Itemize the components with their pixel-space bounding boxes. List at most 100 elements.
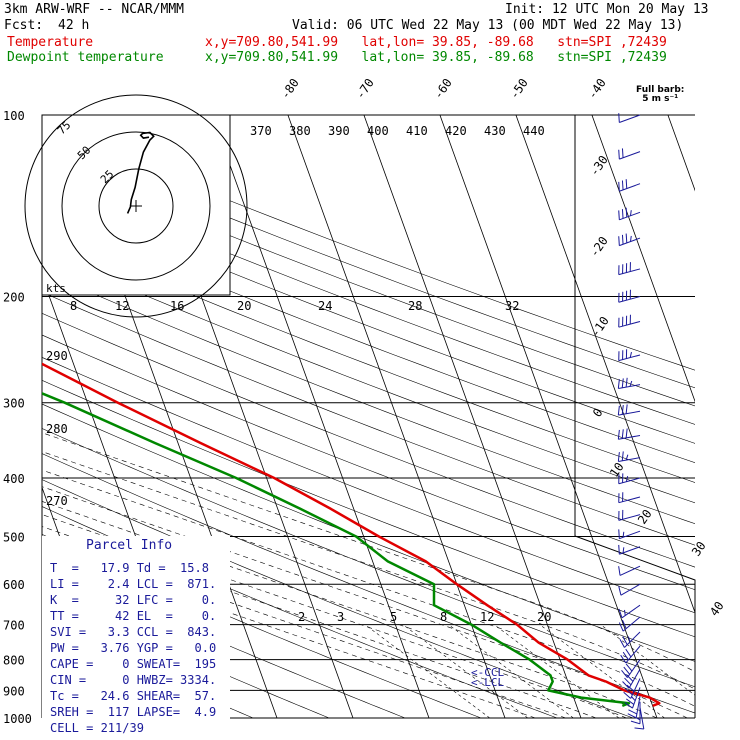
parcel-row: CELL = 211/39 (50, 721, 144, 735)
wind-barb-flag (626, 674, 634, 682)
parcel-row: SREH = 117 LAPSE= 4.9 (50, 705, 217, 719)
wind-barb-flag (622, 681, 630, 689)
pressure-tick-label: 400 (3, 472, 25, 486)
wind-barb-flag (631, 696, 636, 702)
parcel-info-title: Parcel Info (86, 538, 173, 553)
dry-adiabat-tick-label: 420 (445, 124, 467, 138)
pressure-tick-label: 600 (3, 578, 25, 592)
wind-barb (618, 262, 641, 276)
wind-barb (618, 314, 641, 328)
pressure-tick-label: 200 (3, 291, 25, 305)
wind-barb (618, 604, 641, 619)
dry-adiabat-line (42, 140, 695, 389)
wind-barb-flag (621, 209, 624, 219)
isotherm-tick-label: -50 (507, 76, 531, 102)
parcel-row: T = 17.9 Td = 15.8 (50, 561, 209, 575)
wind-barb-flag (618, 236, 620, 246)
ccl-marker: <-CCL (471, 666, 504, 679)
wind-barb (621, 659, 641, 678)
parcel-row: CIN = 0 HWBZ= 3334. (50, 673, 217, 687)
wind-barb (618, 529, 641, 540)
wind-barb (617, 451, 641, 462)
dewpoint-legend: Dewpoint temperature (7, 50, 164, 65)
wind-barb (618, 289, 641, 303)
wind-barb-flag (625, 377, 628, 388)
wind-barb-flag (621, 451, 624, 461)
wind-barb-staff (619, 237, 641, 247)
sounding-traces (42, 362, 661, 708)
parcel-row: SVI = 3.3 CCL = 843. (50, 625, 217, 639)
parcel-info-panel: Parcel Info T = 17.9 Td = 15.8 LI = 2.4 … (42, 536, 230, 735)
dry-adiabat-tick-label: 440 (523, 124, 545, 138)
wind-barb-staff (630, 678, 641, 699)
dry-adiabat-line (42, 157, 695, 407)
dry-adiabat-line (42, 379, 695, 638)
mixing-ratio-tick-label: 12 (480, 610, 494, 624)
wind-barb-staff (619, 530, 641, 540)
dry-adiabat-line (42, 193, 695, 444)
wind-barb-flag (625, 454, 629, 461)
hodograph-ring (24, 94, 248, 318)
parcel-row: LI = 2.4 LCL = 871. (50, 577, 217, 591)
wind-barb (618, 544, 641, 555)
wind-barb-flag (624, 609, 626, 616)
wind-barb-flag (626, 684, 635, 692)
wind-barb-staff (639, 707, 645, 730)
isotherm-tick-label: 0 (590, 406, 606, 420)
isotherm-line (439, 115, 658, 718)
wind-barb-flag (617, 379, 620, 389)
mixing-ratio-line (600, 624, 695, 696)
wind-barb (627, 696, 641, 719)
wind-barb-flag (617, 405, 620, 416)
wind-barb-flag (618, 529, 620, 539)
isotherm-tick-label: -60 (431, 76, 455, 102)
wind-barb-staff (618, 410, 641, 416)
isotherm-tick-label: 10 (607, 460, 627, 480)
wind-barb-legend-title: Full barb: (636, 85, 685, 95)
wind-barb-flag (625, 648, 632, 658)
wind-barb-flag (622, 547, 625, 553)
pressure-tick-label: 800 (3, 654, 25, 668)
temperature-line (42, 362, 661, 708)
isotherm-tick-label: -40 (585, 76, 609, 102)
wind-barb-flag (630, 720, 641, 725)
dry-adiabat-line (42, 357, 695, 614)
hodograph-trace (126, 131, 155, 214)
wind-barb-flag (629, 380, 633, 387)
isotherm-line (667, 115, 695, 192)
forecast-hour: 42 h (58, 18, 90, 33)
model-label: 3km ARW-WRF -- NCAR/MMM (4, 2, 185, 17)
wind-barb-flag (625, 698, 635, 705)
isotherm-tick-label: 30 (689, 539, 709, 559)
isotherm-line (287, 115, 506, 718)
isotherm-line (591, 115, 695, 403)
wind-barb-flag (628, 709, 638, 715)
wind-barb-staff (635, 696, 641, 718)
wind-barb-flag (622, 651, 629, 661)
wind-barb-flag (617, 452, 620, 462)
wind-barb-flag (625, 476, 629, 482)
temperature-location: x,y=709.80,541.99 lat,lon= 39.85, -89.68… (205, 35, 667, 50)
wind-barb (620, 645, 641, 664)
wind-barb (618, 148, 641, 160)
isotherm-line (363, 115, 582, 718)
wind-barb-flag (617, 429, 620, 440)
wind-barb-flag (618, 181, 620, 192)
theta-e-tick-label: 32 (505, 299, 519, 313)
wind-barb-flag (625, 663, 633, 672)
wind-barb-legend: Full barb: 5 m s⁻¹ (636, 86, 684, 104)
wind-barb-staff (619, 211, 641, 221)
wind-barb-staff (619, 546, 641, 555)
dry-adiabat-line (42, 334, 695, 591)
dry-adiabat-line (42, 562, 406, 718)
wind-barbs (617, 113, 645, 730)
wind-barb-flag (618, 566, 621, 576)
wind-barb (618, 509, 641, 521)
dry-adiabat-line (42, 479, 634, 718)
hodograph-ring (98, 168, 174, 244)
hodograph-ring (61, 131, 211, 281)
wind-barb-flag (629, 210, 632, 216)
dry-adiabat-line (42, 231, 695, 483)
wind-barb-staff (618, 434, 641, 440)
mixing-ratio-tick-label: 8 (440, 610, 447, 624)
